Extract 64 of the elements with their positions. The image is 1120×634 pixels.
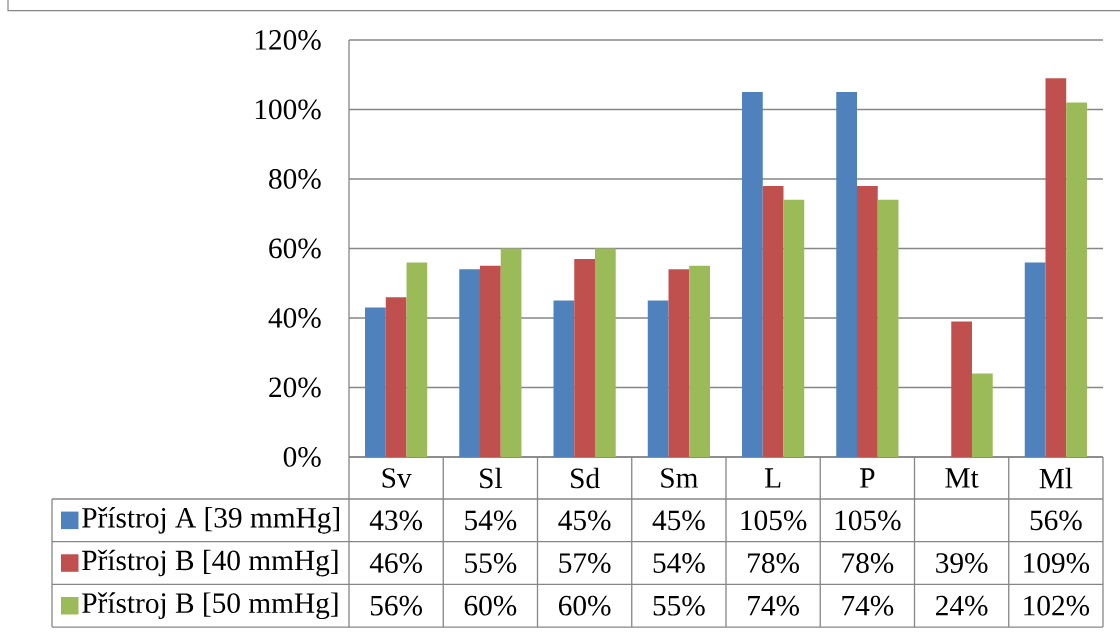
bar — [647, 300, 669, 457]
bar — [877, 199, 899, 457]
data-label: 56% — [370, 595, 423, 616]
y-tick-label: 40% — [268, 308, 321, 328]
data-label: 78% — [748, 553, 800, 573]
y-tick-label: 0% — [283, 447, 321, 467]
bar — [742, 92, 763, 457]
data-label: 45% — [652, 510, 705, 531]
data-label: 46% — [369, 553, 423, 573]
x-tick-label: Sd — [571, 467, 600, 489]
bar — [689, 265, 710, 457]
bar — [836, 92, 857, 457]
x-tick-label: P — [860, 468, 875, 488]
bar — [553, 300, 575, 457]
legend-label: Přístroj B [50 mmHg] — [82, 592, 338, 620]
bar — [500, 248, 522, 457]
data-label: 24% — [936, 595, 988, 616]
data-label: 54% — [653, 553, 705, 573]
bar — [365, 307, 386, 457]
bar — [668, 269, 690, 457]
x-tick-label: Mt — [945, 468, 979, 488]
data-label: 74% — [748, 595, 800, 616]
x-tick-label: Ml — [1039, 467, 1073, 489]
data-label: 102% — [1024, 595, 1090, 616]
data-label: 105% — [741, 510, 807, 531]
x-tick-label: Sl — [480, 467, 503, 489]
bar — [385, 297, 407, 457]
y-tick-label: 120% — [255, 30, 321, 50]
bar — [480, 265, 501, 457]
bar — [406, 262, 428, 457]
data-label: 78% — [842, 553, 894, 573]
bar — [1066, 102, 1087, 457]
data-label: 54% — [465, 510, 517, 531]
data-label: 55% — [465, 553, 517, 573]
x-tick-label: L — [765, 468, 781, 488]
y-tick-label: 100% — [255, 99, 321, 120]
data-label: 60% — [464, 595, 517, 616]
legend-label: Přístroj B [40 mmHg] — [82, 549, 338, 577]
data-label: 56% — [1030, 510, 1082, 531]
data-label: 45% — [558, 510, 611, 531]
legend-label: Přístroj A [39 mmHg] — [82, 506, 340, 534]
x-tick-label: Sv — [382, 468, 412, 488]
data-label: 105% — [835, 510, 901, 531]
bar — [594, 248, 616, 457]
bar — [951, 321, 972, 457]
data-label: 39% — [936, 553, 988, 573]
bar — [857, 185, 878, 457]
bar — [762, 185, 784, 457]
bar — [783, 199, 805, 457]
data-label: 60% — [559, 595, 611, 616]
data-label: 43% — [369, 510, 423, 531]
bar — [574, 258, 595, 457]
x-tick-label: Sm — [661, 468, 698, 488]
bar — [1024, 262, 1046, 457]
bar — [1045, 78, 1067, 457]
y-tick-label: 60% — [269, 238, 321, 259]
data-label: 109% — [1024, 553, 1090, 573]
data-label: 74% — [842, 595, 894, 616]
data-label: 55% — [653, 595, 705, 616]
y-tick-label: 80% — [269, 169, 321, 189]
data-label: 57% — [559, 553, 611, 573]
y-tick-label: 20% — [269, 377, 321, 398]
bar — [459, 269, 481, 457]
bar — [971, 373, 993, 457]
